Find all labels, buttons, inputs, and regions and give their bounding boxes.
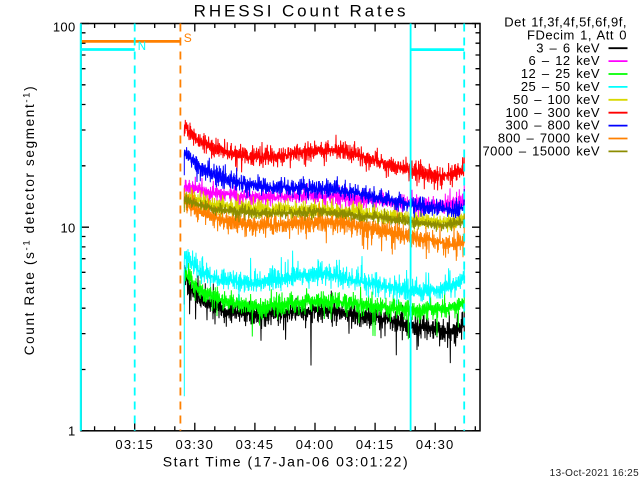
svg-text:13-Oct-2021 16:25: 13-Oct-2021 16:25 xyxy=(550,468,639,479)
svg-text:100 – 300 keV: 100 – 300 keV xyxy=(506,105,601,120)
svg-text:Start Time (17-Jan-06 03:01:22: Start Time (17-Jan-06 03:01:22) xyxy=(163,454,409,470)
svg-text:04:30: 04:30 xyxy=(416,437,455,452)
svg-text:1: 1 xyxy=(68,423,76,438)
svg-text:FDecim 1, Att 0: FDecim 1, Att 0 xyxy=(527,27,627,42)
svg-text:03:30: 03:30 xyxy=(176,437,215,452)
svg-text:S: S xyxy=(184,31,192,45)
svg-text:3 – 6 keV: 3 – 6 keV xyxy=(536,40,600,55)
svg-text:04:00: 04:00 xyxy=(296,437,335,452)
svg-text:50 – 100 keV: 50 – 100 keV xyxy=(513,92,600,107)
svg-text:12 – 25 keV: 12 – 25 keV xyxy=(521,66,600,81)
svg-text:7000 – 15000 keV: 7000 – 15000 keV xyxy=(482,144,600,159)
svg-text:RHESSI Count Rates: RHESSI Count Rates xyxy=(194,2,409,21)
svg-text:04:15: 04:15 xyxy=(356,437,395,452)
svg-text:800 – 7000 keV: 800 – 7000 keV xyxy=(498,131,600,146)
svg-text:300 – 800 keV: 300 – 800 keV xyxy=(506,118,601,133)
svg-text:Count Rate (s-1 detector segme: Count Rate (s-1 detector segment-1) xyxy=(22,85,38,356)
svg-text:25 – 50 keV: 25 – 50 keV xyxy=(521,79,600,94)
svg-text:6 – 12 keV: 6 – 12 keV xyxy=(529,53,600,68)
svg-text:03:45: 03:45 xyxy=(236,437,275,452)
svg-text:10: 10 xyxy=(60,221,75,236)
svg-text:Det 1f,3f,4f,5f,6f,9f,: Det 1f,3f,4f,5f,6f,9f, xyxy=(504,15,627,30)
svg-text:100: 100 xyxy=(53,20,76,35)
svg-text:N: N xyxy=(138,41,146,53)
svg-text:03:15: 03:15 xyxy=(115,437,154,452)
